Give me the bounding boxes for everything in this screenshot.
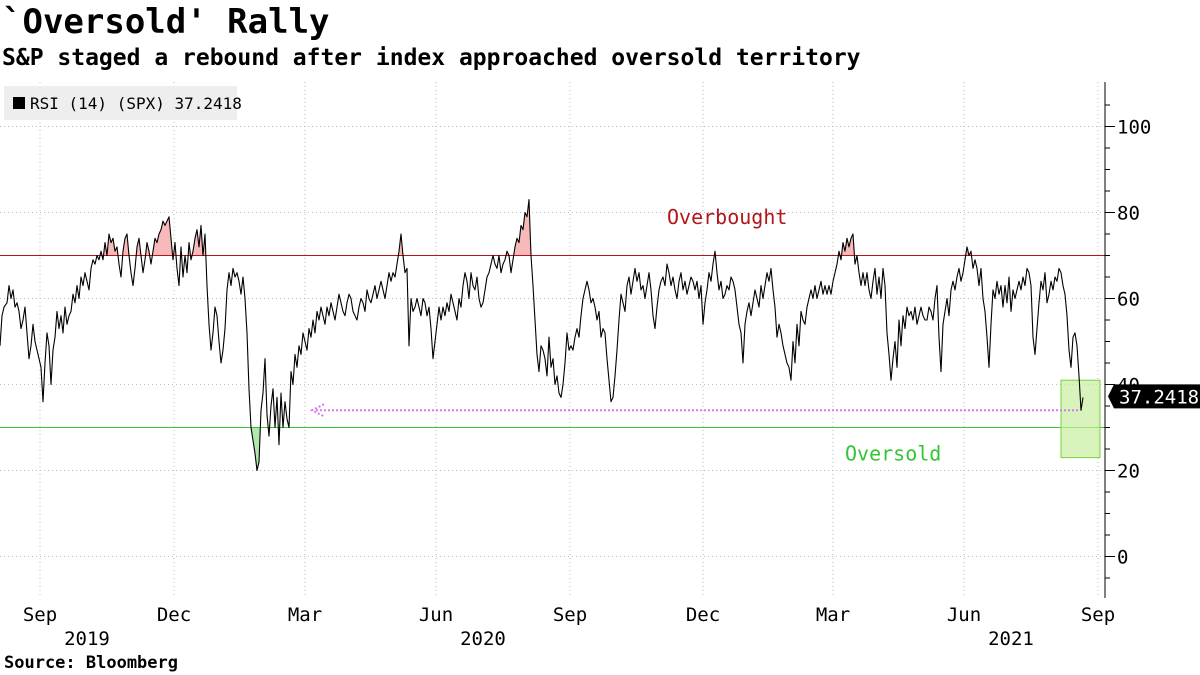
annotations: Overbought Oversold xyxy=(667,205,941,465)
source-note: Source: Bloomberg xyxy=(4,653,178,673)
oversold-label: Oversold xyxy=(845,441,941,465)
grid-lines xyxy=(0,82,1105,598)
x-tick-label-6: Mar xyxy=(816,604,850,626)
y-axis: 020406080100 xyxy=(1104,82,1151,598)
overbought-fill-4 xyxy=(136,238,141,256)
last-value-label: 37.2418 xyxy=(1119,386,1199,408)
rsi-series-line xyxy=(0,199,1084,472)
legend-label: RSI (14) (SPX) 37.2418 xyxy=(30,94,242,113)
x-axis: Sep 2019 Dec Mar Jun 2020 Sep Dec Mar Jun 2021 Sep xyxy=(23,604,1115,650)
overbought-fill-6 xyxy=(152,216,173,256)
x-tick-label-4: Sep xyxy=(553,604,587,626)
y-tick-label-100: 100 xyxy=(1117,117,1151,139)
legend: RSI (14) (SPX) 37.2418 xyxy=(4,86,242,120)
overbought-fill-10 xyxy=(192,225,203,256)
x-tick-label-5: Dec xyxy=(686,604,720,626)
y-tick-label-60: 60 xyxy=(1117,289,1140,311)
reference-lines xyxy=(0,255,1105,428)
oversold-highlight-box xyxy=(1060,379,1101,459)
x-tick-label-1: Dec xyxy=(157,604,191,626)
oversold-fill-0 xyxy=(251,427,261,471)
legend-swatch xyxy=(13,97,25,109)
x-tick-label-0: Sep xyxy=(23,604,57,626)
chart-subtitle: S&P staged a rebound after index approac… xyxy=(2,45,861,71)
x-tick-label-3: Jun xyxy=(419,604,453,626)
last-value-tag: 37.2418 xyxy=(1108,384,1200,409)
rebound-arrow xyxy=(309,403,1078,418)
legend-background xyxy=(4,86,237,120)
y-tick-label-0: 0 xyxy=(1117,547,1128,569)
y-tick-label-20: 20 xyxy=(1117,461,1140,483)
x-year-label-2020: 2020 xyxy=(460,628,506,650)
x-tick-label-7: Jun xyxy=(947,604,981,626)
y-tick-label-80: 80 xyxy=(1117,203,1140,225)
x-tick-label-2: Mar xyxy=(288,604,322,626)
x-year-label-2021: 2021 xyxy=(988,628,1034,650)
x-tick-label-8: Sep xyxy=(1081,604,1115,626)
overbought-label: Overbought xyxy=(667,205,787,229)
chart-title: `Oversold' Rally xyxy=(2,2,330,42)
last-value-tag-background xyxy=(1108,384,1200,409)
x-year-label-2019: 2019 xyxy=(64,628,110,650)
arrow-head xyxy=(309,403,325,418)
